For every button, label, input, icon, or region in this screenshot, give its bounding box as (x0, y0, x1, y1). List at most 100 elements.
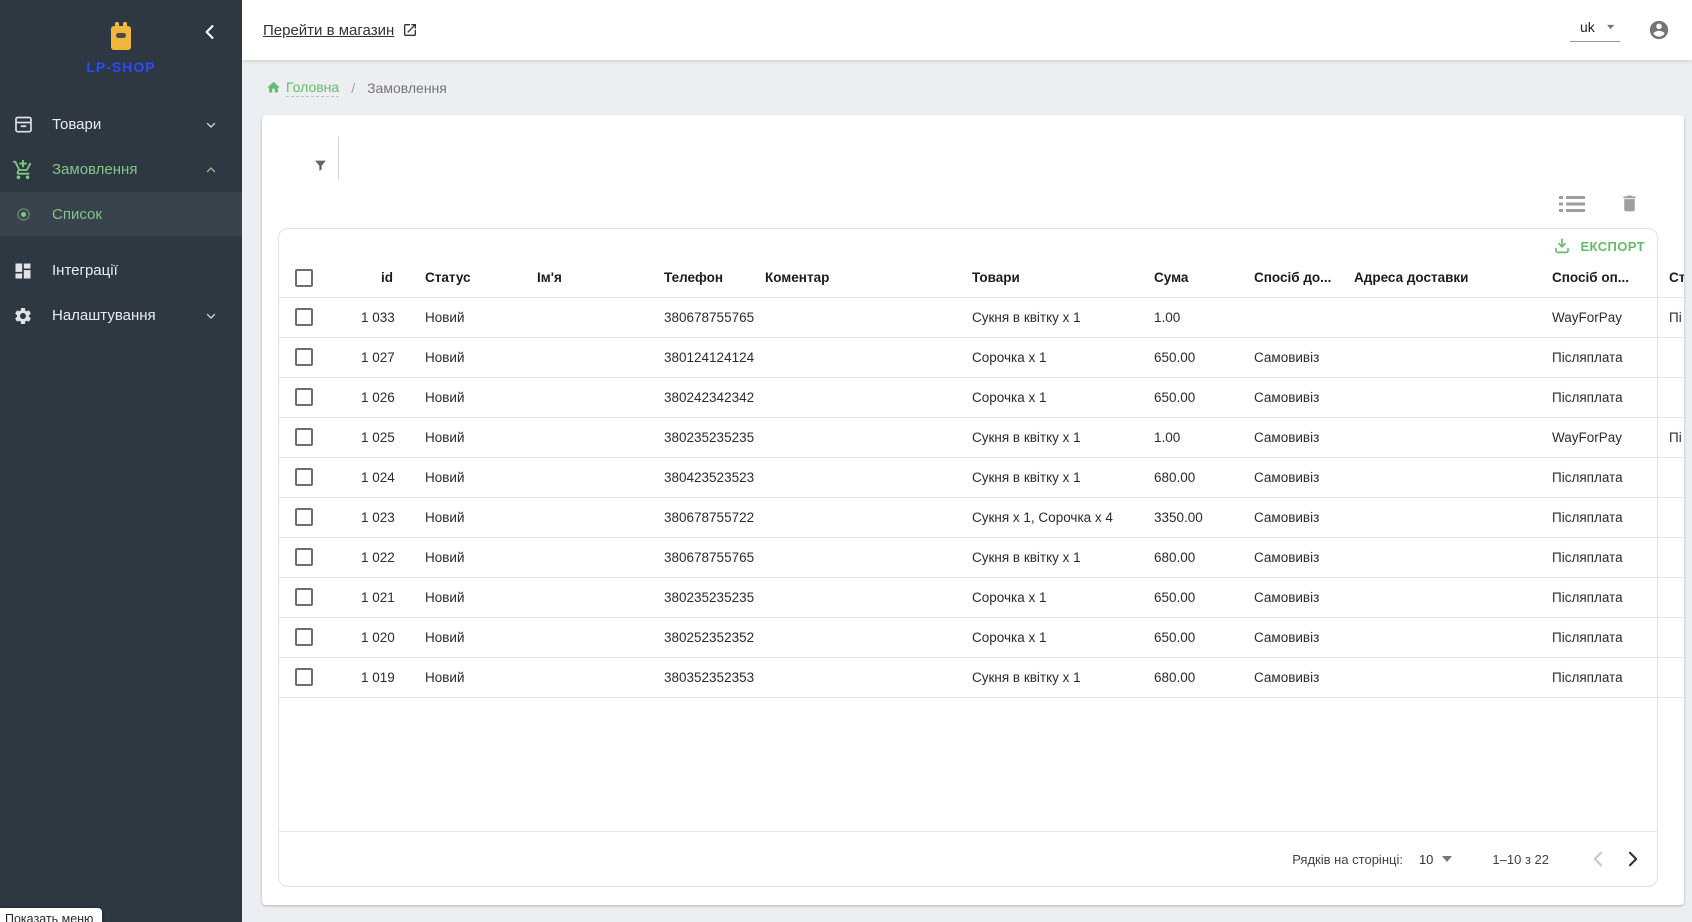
table-row[interactable]: 1 024 Новий 380423523523 Сукня в квітку x 1… (279, 457, 1684, 498)
cell-name (521, 617, 648, 658)
row-checkbox-cell (279, 417, 345, 458)
column-header-payment[interactable]: Спосіб оп... (1536, 259, 1653, 298)
cell-status: Новий (409, 297, 521, 338)
column-header-sum[interactable]: Сума (1138, 259, 1238, 298)
column-header-name[interactable]: Ім'я (521, 259, 648, 298)
cell-status: Новий (409, 657, 521, 698)
columns-icon (1559, 195, 1585, 212)
cell-payment: WayForPay (1536, 297, 1653, 338)
cell-comment (749, 537, 956, 578)
row-checkbox[interactable] (295, 628, 313, 646)
cell-address (1338, 457, 1536, 498)
table-row[interactable]: 1 026 Новий 380242342342 Сорочка x 1 650.00 С… (279, 377, 1684, 418)
row-checkbox[interactable] (295, 508, 313, 526)
column-header-comment[interactable]: Коментар (749, 259, 956, 298)
breadcrumb: Головна / Замовлення (242, 60, 1692, 115)
account-menu-button[interactable] (1648, 19, 1670, 41)
row-checkbox[interactable] (295, 468, 313, 486)
column-header-delivery[interactable]: Спосіб до... (1238, 259, 1338, 298)
cell-id: 1 026 (345, 377, 409, 418)
caret-down-icon (1606, 24, 1614, 29)
cell-delivery: Самовивіз (1238, 657, 1338, 698)
app-logo[interactable]: LP-SHOP (0, 22, 242, 75)
row-checkbox-cell (279, 657, 345, 698)
cell-delivery: Самовивіз (1238, 337, 1338, 378)
cell-pay_status (1653, 457, 1684, 498)
table-row[interactable]: 1 027 Новий 380124124124 Сорочка x 1 650.00 С… (279, 337, 1684, 378)
column-header-status[interactable]: Статус (409, 259, 521, 298)
row-checkbox[interactable] (295, 668, 313, 686)
select-all-checkbox[interactable] (295, 268, 313, 287)
sidebar-item-orders[interactable]: Замовлення (0, 147, 242, 192)
orders-table: id Статус Ім'я Телефон Коментар Товари Сума Спо… (279, 259, 1684, 698)
next-page-button[interactable] (1615, 841, 1651, 877)
cell-products: Сорочка x 1 (956, 377, 1138, 418)
cell-phone: 380242342342 (648, 377, 754, 418)
go-to-shop-link[interactable]: Перейти в магазин (263, 22, 418, 39)
cell-phone: 380423523523 (648, 457, 754, 498)
column-header-phone[interactable]: Телефон (648, 259, 749, 298)
cell-status: Новий (409, 617, 521, 658)
table-row[interactable]: 1 023 Новий 380678755722 Сукня x 1, Сорочка… (279, 497, 1684, 538)
sidebar-item-settings[interactable]: Налаштування (0, 293, 242, 338)
row-checkbox[interactable] (295, 428, 313, 446)
sidebar-item-label: Список (52, 205, 102, 223)
table-row[interactable]: 1 020 Новий 380252352352 Сорочка x 1 650.00 С… (279, 617, 1684, 658)
sidebar-item-integrations[interactable]: Інтеграції (0, 248, 242, 293)
column-header-pay_status[interactable]: Ст (1653, 259, 1684, 298)
cell-payment: WayForPay (1536, 417, 1653, 458)
cell-phone: 380352352353 (648, 657, 754, 698)
cart-plus-icon (11, 158, 35, 182)
row-checkbox-cell (279, 377, 345, 418)
chevron-left-icon (205, 25, 214, 39)
cell-status: Новий (409, 337, 521, 378)
delete-button[interactable] (1619, 193, 1640, 214)
cell-status: Новий (409, 417, 521, 458)
cell-id: 1 023 (345, 497, 409, 538)
cell-sum: 3350.00 (1138, 497, 1238, 538)
rows-per-page-select[interactable]: 10 (1419, 852, 1453, 867)
cell-payment: Післяплата (1536, 457, 1653, 498)
row-checkbox[interactable] (295, 588, 313, 606)
select-columns-button[interactable] (1559, 194, 1585, 214)
cell-address (1338, 537, 1536, 578)
column-header-id[interactable]: id (345, 259, 409, 298)
cell-name (521, 297, 648, 338)
sidebar-item-label: Інтеграції (52, 262, 118, 279)
row-checkbox[interactable] (295, 548, 313, 566)
previous-page-button[interactable] (1579, 841, 1615, 877)
row-checkbox-cell (279, 537, 345, 578)
appbar: Перейти в магазин uk (242, 0, 1692, 60)
cell-address (1338, 577, 1536, 618)
row-checkbox[interactable] (295, 388, 313, 406)
cell-name (521, 457, 648, 498)
sidebar-item-orders-list[interactable]: Список (0, 192, 242, 236)
table-row[interactable]: 1 019 Новий 380352352353 Сукня в квітку x 1… (279, 657, 1684, 698)
filter-button[interactable] (302, 148, 338, 184)
column-header-products[interactable]: Товари (956, 259, 1138, 298)
cell-pay_status: Пі (1653, 417, 1684, 458)
cell-payment: Післяплата (1536, 577, 1653, 618)
language-select[interactable]: uk (1570, 19, 1620, 42)
pagination: Рядків на сторінці: 10 1–10 з 22 (279, 831, 1657, 886)
cell-name (521, 497, 648, 538)
row-checkbox[interactable] (295, 308, 313, 326)
cell-products: Сукня в квітку x 1 (956, 297, 1138, 338)
show-menu-tooltip: Показать меню (0, 908, 103, 922)
sidebar-item-products[interactable]: Товари (0, 102, 242, 147)
table-row[interactable]: 1 021 Новий 380235235235 Сорочка x 1 650.00 С… (279, 577, 1684, 618)
column-header-address[interactable]: Адреса доставки (1338, 259, 1536, 298)
cell-id: 1 020 (345, 617, 409, 658)
cell-pay_status: Пі (1653, 297, 1684, 338)
cell-pay_status (1653, 617, 1684, 658)
export-button[interactable]: ЕКСПОРТ (1549, 235, 1649, 257)
breadcrumb-home-link[interactable]: Головна (286, 78, 340, 97)
table-row[interactable]: 1 033 Новий 380678755765 Сукня в квітку x 1… (279, 297, 1684, 338)
table-row[interactable]: 1 022 Новий 380678755765 Сукня в квітку x 1… (279, 537, 1684, 578)
delete-icon (1623, 195, 1636, 212)
collapse-sidebar-button[interactable] (200, 22, 220, 42)
table-row[interactable]: 1 025 Новий 380235235235 Сукня в квітку x 1… (279, 417, 1684, 458)
cell-name (521, 377, 648, 418)
cell-comment (749, 577, 956, 618)
row-checkbox[interactable] (295, 348, 313, 366)
